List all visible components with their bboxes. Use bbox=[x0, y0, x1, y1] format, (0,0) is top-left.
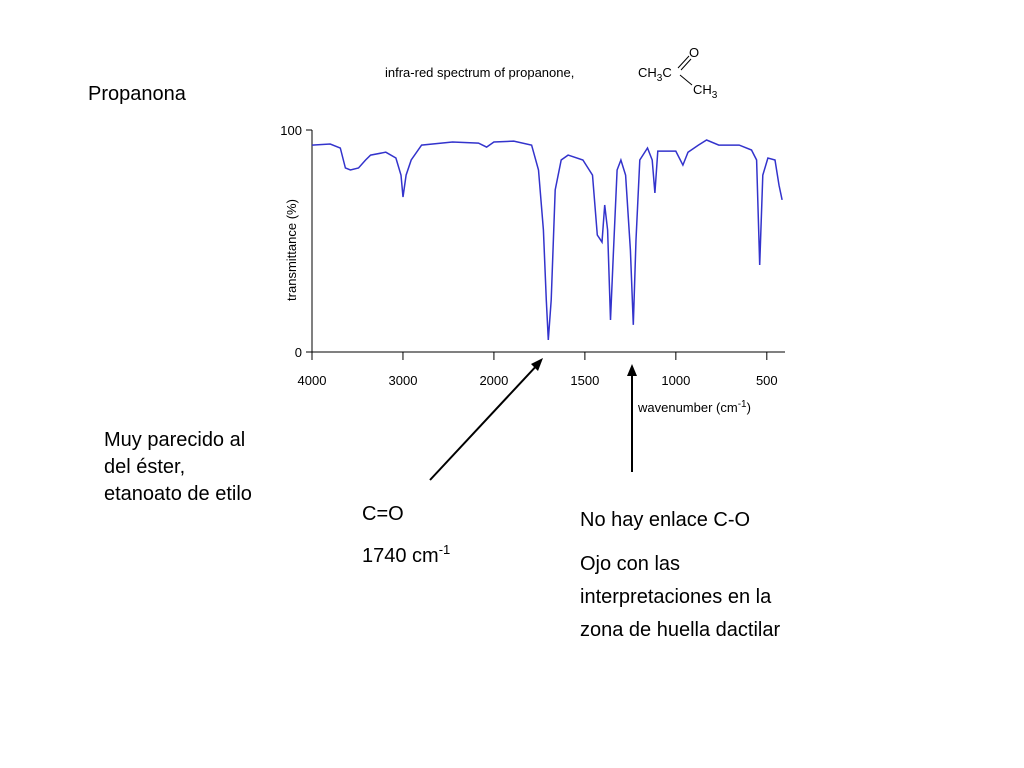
note-line: Muy parecido al bbox=[104, 429, 245, 451]
y-axis-label: transmittance (%) bbox=[284, 199, 299, 301]
chart-title: infra-red spectrum of propanone, bbox=[385, 65, 574, 80]
remark-line: interpretaciones en la bbox=[580, 586, 772, 608]
arrowhead bbox=[531, 358, 543, 371]
formula-part: O bbox=[689, 45, 699, 60]
x-axis-label: wavenumber (cm-1) bbox=[637, 399, 751, 415]
remark-line: zona de huella dactilar bbox=[580, 619, 780, 641]
formula-part: 3 bbox=[712, 90, 718, 101]
x-tick-label: 3000 bbox=[389, 373, 418, 388]
note-line: del éster, bbox=[104, 456, 185, 478]
formula-part: 3 bbox=[657, 73, 663, 84]
x-label-after: ) bbox=[747, 400, 751, 415]
carbonyl-wavenumber: 1740 cm-1 bbox=[362, 542, 450, 567]
x-tick-label: 4000 bbox=[298, 373, 327, 388]
carbonyl-label: C=O bbox=[362, 503, 404, 525]
spectrum-line bbox=[311, 139, 783, 341]
x-tick-label: 2000 bbox=[479, 373, 508, 388]
heading: Propanona bbox=[88, 83, 187, 105]
remark-line: Ojo con las bbox=[580, 553, 680, 575]
bond bbox=[677, 55, 690, 69]
wavenumber-text: 1740 cm bbox=[362, 545, 439, 567]
formula: CH3 bbox=[693, 82, 718, 101]
x-label-sup: -1 bbox=[738, 399, 747, 410]
formula-part: CH bbox=[693, 82, 712, 97]
y-tick-label: 100 bbox=[280, 123, 302, 138]
x-tick-label: 500 bbox=[756, 373, 778, 388]
remark-title: No hay enlace C-O bbox=[580, 509, 750, 531]
arrow bbox=[429, 361, 541, 481]
formula: CH3C bbox=[638, 65, 672, 84]
bond bbox=[680, 58, 692, 71]
note-line: etanoato de etilo bbox=[104, 483, 252, 505]
formula-part: CH bbox=[638, 65, 657, 80]
arrowhead bbox=[627, 364, 637, 376]
y-tick-label: 0 bbox=[295, 345, 302, 360]
x-label-text: wavenumber (cm bbox=[637, 400, 738, 415]
formula-part: C bbox=[662, 65, 671, 80]
x-tick-label: 1000 bbox=[661, 373, 690, 388]
bond bbox=[679, 74, 693, 86]
wavenumber-sup: -1 bbox=[439, 542, 451, 557]
x-tick-label: 1500 bbox=[570, 373, 599, 388]
